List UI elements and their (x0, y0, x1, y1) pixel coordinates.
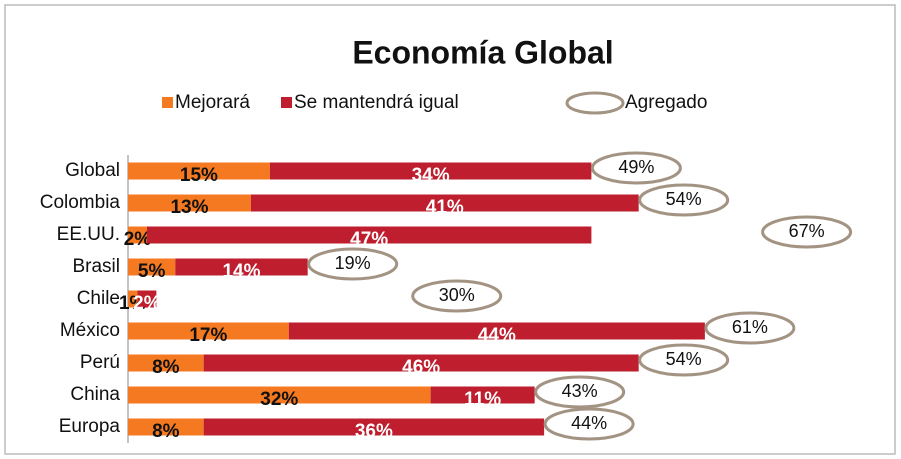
y-tick-label: Chile (77, 288, 120, 309)
y-tick-label: México (60, 320, 120, 341)
y-tick-label: EE.UU. (57, 224, 120, 245)
aggregate-label: 44% (571, 413, 607, 433)
y-tick-label: Perú (80, 352, 120, 373)
aggregate-label: 54% (666, 349, 702, 369)
data-label: 17% (189, 325, 227, 346)
data-label: 8% (152, 421, 180, 442)
y-tick-label: Global (65, 160, 120, 181)
aggregate-marker (638, 343, 730, 377)
data-label: 36% (355, 421, 393, 442)
y-tick-label: Colombia (40, 192, 121, 213)
bar-segment (128, 386, 431, 404)
aggregate-marker (411, 279, 503, 313)
data-label: 34% (412, 165, 450, 186)
aggregate-marker (534, 375, 626, 409)
bar-segment (269, 162, 592, 180)
data-label: 41% (426, 197, 464, 218)
data-label: 44% (478, 325, 516, 346)
bar-segment (128, 354, 204, 372)
aggregate-marker (704, 311, 796, 345)
data-label: 5% (138, 261, 166, 282)
bar-segment (175, 258, 308, 276)
y-tick-label: Europa (59, 416, 121, 437)
bar-segment (137, 290, 157, 308)
aggregate-label: 67% (789, 221, 825, 241)
aggregate-marker (590, 151, 682, 185)
aggregate-marker (307, 247, 399, 281)
legend-label: Mejorará (175, 92, 250, 113)
legend-label: Se mantendrá igual (294, 92, 459, 113)
data-label: 32% (260, 389, 298, 410)
data-label: 2% (124, 229, 152, 250)
legend-swatch (565, 91, 625, 115)
aggregate-label: 19% (335, 253, 371, 273)
data-label: 11% (464, 389, 501, 410)
data-label: 2% (133, 293, 161, 314)
data-label: 14% (222, 261, 260, 282)
bar-segment (128, 162, 270, 180)
bar-segment (288, 322, 705, 340)
bar-segment (430, 386, 535, 404)
aggregate-label: 61% (732, 317, 768, 337)
y-tick-label: Brasil (72, 256, 120, 277)
bar-segment (128, 258, 176, 276)
aggregate-marker (761, 215, 853, 249)
data-label: 8% (152, 357, 180, 378)
aggregate-marker (638, 183, 730, 217)
legend-swatch (281, 97, 292, 108)
aggregate-label: 49% (618, 157, 654, 177)
data-label: 15% (180, 165, 218, 186)
data-label: 47% (350, 229, 388, 250)
chart-title: Economía Global (352, 34, 613, 70)
aggregate-label: 43% (562, 381, 598, 401)
aggregate-label: 30% (439, 285, 475, 305)
bar-segment (128, 322, 289, 340)
bar-segment (203, 354, 639, 372)
legend-label: Agregado (625, 92, 707, 113)
legend-swatch (162, 97, 173, 108)
bar-segment (128, 194, 251, 212)
aggregate-label: 54% (666, 189, 702, 209)
bar-segment (128, 226, 147, 244)
bar-segment (250, 194, 639, 212)
aggregate-marker (543, 407, 635, 441)
bar-segment (203, 418, 545, 436)
data-label: 46% (402, 357, 440, 378)
y-tick-label: China (70, 384, 120, 405)
data-label: 13% (170, 197, 208, 218)
bar-segment (128, 418, 204, 436)
bar-segment (128, 290, 138, 308)
bar-segment (146, 226, 592, 244)
